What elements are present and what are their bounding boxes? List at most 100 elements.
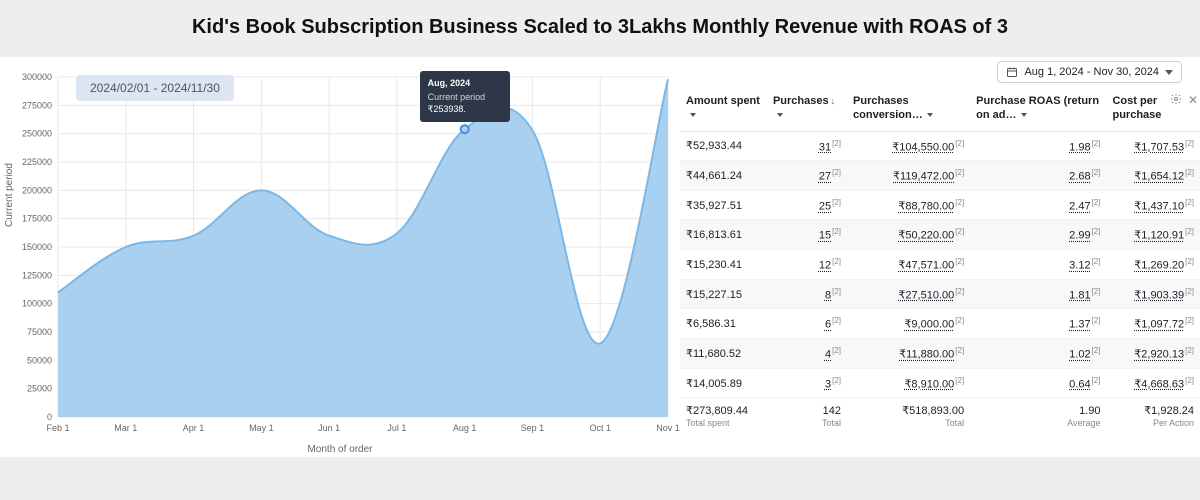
table-cell: ₹44,661.24 <box>680 161 767 191</box>
column-header: Cost per purchase <box>1106 89 1200 131</box>
calendar-icon <box>1006 66 1018 78</box>
svg-text:May 1: May 1 <box>249 423 274 433</box>
table-cell: 2.47[2] <box>970 190 1106 220</box>
svg-text:Nov 1: Nov 1 <box>656 423 680 433</box>
table-cell: ₹1,120.91[2] <box>1106 220 1200 250</box>
table-row[interactable]: ₹14,005.893[2]₹8,910.00[2]0.64[2]₹4,668.… <box>680 368 1200 398</box>
table-row[interactable]: ₹16,813.6115[2]₹50,220.00[2]2.99[2]₹1,12… <box>680 220 1200 250</box>
tooltip-value: ₹253938. <box>428 103 502 115</box>
chart-date-range-pill: 2024/02/01 - 2024/11/30 <box>76 75 234 101</box>
table-cell: ₹1,654.12[2] <box>1106 161 1200 191</box>
svg-text:125000: 125000 <box>22 270 52 280</box>
table-cell: ₹52,933.44 <box>680 131 767 161</box>
svg-text:Aug 1: Aug 1 <box>453 423 477 433</box>
table-cell: 3.12[2] <box>970 250 1106 280</box>
svg-text:175000: 175000 <box>22 214 52 224</box>
date-range-label: Aug 1, 2024 - Nov 30, 2024 <box>1024 66 1159 78</box>
table-cell: 1.02[2] <box>970 339 1106 369</box>
table-cell: ₹88,780.00[2] <box>847 190 970 220</box>
table-cell: ₹104,550.00[2] <box>847 131 970 161</box>
column-header[interactable]: Purchases↓ <box>767 89 847 131</box>
tooltip-label: Aug, 2024 <box>428 77 502 89</box>
svg-text:225000: 225000 <box>22 157 52 167</box>
table-cell: 1.37[2] <box>970 309 1106 339</box>
chevron-down-icon <box>1165 70 1173 75</box>
totals-cell: ₹1,928.24Per Action <box>1106 398 1200 436</box>
table-row[interactable]: ₹52,933.4431[2]₹104,550.00[2]1.98[2]₹1,7… <box>680 131 1200 161</box>
table-cell: ₹8,910.00[2] <box>847 368 970 398</box>
tooltip-sub: Current period <box>428 91 502 103</box>
table-cell: ₹11,880.00[2] <box>847 339 970 369</box>
table-row[interactable]: ₹11,680.524[2]₹11,880.00[2]1.02[2]₹2,920… <box>680 339 1200 369</box>
table-row[interactable]: ₹35,927.5125[2]₹88,780.00[2]2.47[2]₹1,43… <box>680 190 1200 220</box>
metrics-table-panel: Aug 1, 2024 - Nov 30, 2024 ✕ Amount spen… <box>680 57 1200 457</box>
table-cell: 1.81[2] <box>970 279 1106 309</box>
table-row[interactable]: ₹15,227.158[2]₹27,510.00[2]1.81[2]₹1,903… <box>680 279 1200 309</box>
revenue-chart: 2024/02/01 - 2024/11/30 Current period M… <box>0 57 680 457</box>
svg-text:200000: 200000 <box>22 185 52 195</box>
svg-text:300000: 300000 <box>22 72 52 82</box>
column-header[interactable]: Amount spent <box>680 89 767 131</box>
table-cell: 8[2] <box>767 279 847 309</box>
svg-text:100000: 100000 <box>22 299 52 309</box>
table-cell: ₹14,005.89 <box>680 368 767 398</box>
table-cell: ₹1,903.39[2] <box>1106 279 1200 309</box>
table-cell: 6[2] <box>767 309 847 339</box>
table-cell: ₹27,510.00[2] <box>847 279 970 309</box>
table-cell: 0.64[2] <box>970 368 1106 398</box>
totals-row: ₹273,809.44Total spent142Total₹518,893.0… <box>680 398 1200 436</box>
table-cell: ₹1,437.10[2] <box>1106 190 1200 220</box>
table-cell: 25[2] <box>767 190 847 220</box>
totals-cell: ₹518,893.00Total <box>847 398 970 436</box>
table-cell: 12[2] <box>767 250 847 280</box>
totals-cell: 142Total <box>767 398 847 436</box>
column-header[interactable]: Purchase ROAS (return on ad… <box>970 89 1106 131</box>
table-row[interactable]: ₹44,661.2427[2]₹119,472.00[2]2.68[2]₹1,6… <box>680 161 1200 191</box>
table-cell: ₹1,707.53[2] <box>1106 131 1200 161</box>
svg-text:250000: 250000 <box>22 129 52 139</box>
table-cell: 2.68[2] <box>970 161 1106 191</box>
column-header[interactable]: Purchases conversion… <box>847 89 970 131</box>
table-cell: 1.98[2] <box>970 131 1106 161</box>
table-cell: 3[2] <box>767 368 847 398</box>
svg-text:Jul 1: Jul 1 <box>387 423 406 433</box>
table-row[interactable]: ₹6,586.316[2]₹9,000.00[2]1.37[2]₹1,097.7… <box>680 309 1200 339</box>
table-row[interactable]: ₹15,230.4112[2]₹47,571.00[2]3.12[2]₹1,26… <box>680 250 1200 280</box>
table-cell: 27[2] <box>767 161 847 191</box>
svg-text:Apr 1: Apr 1 <box>183 423 205 433</box>
svg-text:150000: 150000 <box>22 242 52 252</box>
table-cell: 15[2] <box>767 220 847 250</box>
svg-text:0: 0 <box>47 412 52 422</box>
sort-arrow-down-icon: ↓ <box>831 96 836 106</box>
svg-text:275000: 275000 <box>22 100 52 110</box>
svg-text:Jun 1: Jun 1 <box>318 423 340 433</box>
table-cell: ₹1,097.72[2] <box>1106 309 1200 339</box>
table-cell: 4[2] <box>767 339 847 369</box>
svg-text:50000: 50000 <box>27 355 52 365</box>
content-row: 2024/02/01 - 2024/11/30 Current period M… <box>0 57 1200 457</box>
totals-cell: ₹273,809.44Total spent <box>680 398 767 436</box>
date-range-button[interactable]: Aug 1, 2024 - Nov 30, 2024 <box>997 61 1182 83</box>
table-cell: ₹47,571.00[2] <box>847 250 970 280</box>
table-cell: ₹119,472.00[2] <box>847 161 970 191</box>
table-cell: ₹11,680.52 <box>680 339 767 369</box>
sort-caret-icon <box>1021 113 1027 117</box>
table-cell: ₹35,927.51 <box>680 190 767 220</box>
table-cell: ₹15,227.15 <box>680 279 767 309</box>
table-cell: ₹6,586.31 <box>680 309 767 339</box>
table-cell: ₹1,269.20[2] <box>1106 250 1200 280</box>
table-cell: ₹15,230.41 <box>680 250 767 280</box>
table-cell: ₹4,668.63[2] <box>1106 368 1200 398</box>
chart-tooltip: Aug, 2024 Current period ₹253938. <box>420 71 510 121</box>
svg-text:Oct 1: Oct 1 <box>589 423 611 433</box>
table-cell: ₹16,813.61 <box>680 220 767 250</box>
table-cell: ₹2,920.13[2] <box>1106 339 1200 369</box>
totals-cell: 1.90Average <box>970 398 1106 436</box>
sort-caret-icon <box>690 113 696 117</box>
sort-caret-icon <box>777 113 783 117</box>
table-cell: ₹9,000.00[2] <box>847 309 970 339</box>
sort-caret-icon <box>927 113 933 117</box>
svg-text:Sep 1: Sep 1 <box>521 423 545 433</box>
svg-text:Feb 1: Feb 1 <box>46 423 69 433</box>
svg-text:25000: 25000 <box>27 384 52 394</box>
